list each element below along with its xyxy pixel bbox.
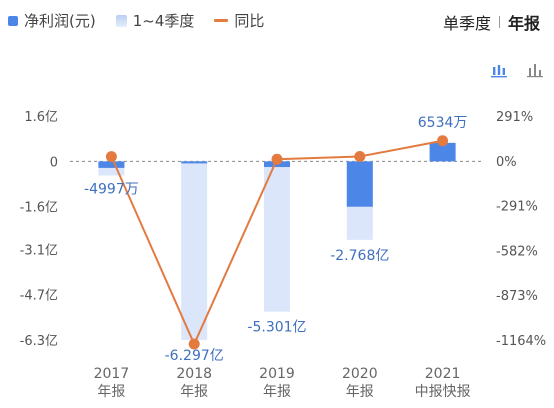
x-axis-year-label: 2019	[259, 366, 295, 382]
legend-label-quarters: 1~4季度	[132, 12, 195, 30]
net-profit-swatch	[8, 15, 18, 26]
data-label: -5.301亿	[247, 320, 306, 336]
bar-chart-icon[interactable]	[526, 62, 544, 78]
yoy-point	[354, 150, 366, 162]
data-label: -6.297亿	[165, 348, 224, 364]
net-profit-bar	[181, 161, 208, 164]
right-axis-tick-label: -873%	[496, 289, 538, 304]
right-axis-tick-label: -1164%	[496, 334, 546, 349]
quarter-range-bar	[264, 161, 290, 312]
yoy-point	[271, 153, 283, 165]
x-axis-year-label: 2020	[342, 366, 378, 382]
x-axis-period-label: 年报	[97, 384, 125, 400]
x-axis-year-label: 2021	[425, 366, 461, 382]
left-axis-tick-label: -6.3亿	[20, 334, 58, 349]
quarters-swatch	[115, 14, 127, 27]
legend-item-yoy[interactable]: 同比	[214, 10, 264, 31]
x-axis-period-label: 年报	[263, 384, 291, 400]
net-profit-bar	[98, 161, 125, 168]
right-axis-tick-label: 291%	[496, 110, 533, 125]
bar-chart-stacked-icon[interactable]	[490, 62, 508, 78]
left-axis-tick-label: -4.7亿	[20, 289, 58, 304]
top-bar: 净利润(元) 1~4季度 同比 单季度 年报	[0, 0, 554, 40]
left-axis-tick-label: 1.6亿	[24, 110, 58, 125]
yoy-point	[105, 151, 117, 163]
left-axis-tick-label: -1.6亿	[20, 201, 58, 216]
toggle-divider	[498, 16, 500, 28]
legend-item-net-profit[interactable]: 净利润(元)	[8, 10, 96, 31]
left-axis-tick-label: -3.1亿	[20, 243, 58, 258]
x-axis-year-label: 2018	[176, 366, 212, 382]
toggle-quarterly[interactable]: 单季度	[442, 14, 491, 33]
data-label: -4997万	[84, 182, 139, 198]
chart-type-switcher	[472, 62, 544, 78]
right-axis-tick-label: -291%	[496, 200, 538, 215]
net-profit-bar	[346, 161, 373, 207]
yoy-swatch	[214, 19, 229, 22]
period-toggle: 单季度 年报	[443, 10, 540, 34]
right-axis-tick-label: -582%	[496, 244, 538, 259]
legend-label-net-profit: 净利润(元)	[24, 12, 96, 30]
data-label: 6534万	[418, 115, 468, 131]
x-axis-year-label: 2017	[94, 366, 130, 382]
right-axis-tick-label: 0%	[496, 155, 517, 170]
legend-item-quarters[interactable]: 1~4季度	[115, 10, 195, 31]
yoy-point	[437, 135, 449, 147]
left-axis-tick-label: 0	[50, 155, 58, 170]
yoy-point	[188, 338, 200, 350]
net-profit-bar	[429, 142, 456, 162]
toggle-annual[interactable]: 年报	[507, 14, 540, 33]
x-axis-period-label: 年报	[346, 384, 374, 400]
x-axis-period-label: 年报	[180, 384, 208, 400]
chart-legend: 净利润(元) 1~4季度 同比	[8, 10, 284, 31]
x-axis-period-label: 中报快报	[415, 384, 471, 400]
quarter-range-bar	[181, 161, 208, 340]
data-label: -2.768亿	[330, 248, 389, 264]
legend-label-yoy: 同比	[234, 12, 265, 30]
